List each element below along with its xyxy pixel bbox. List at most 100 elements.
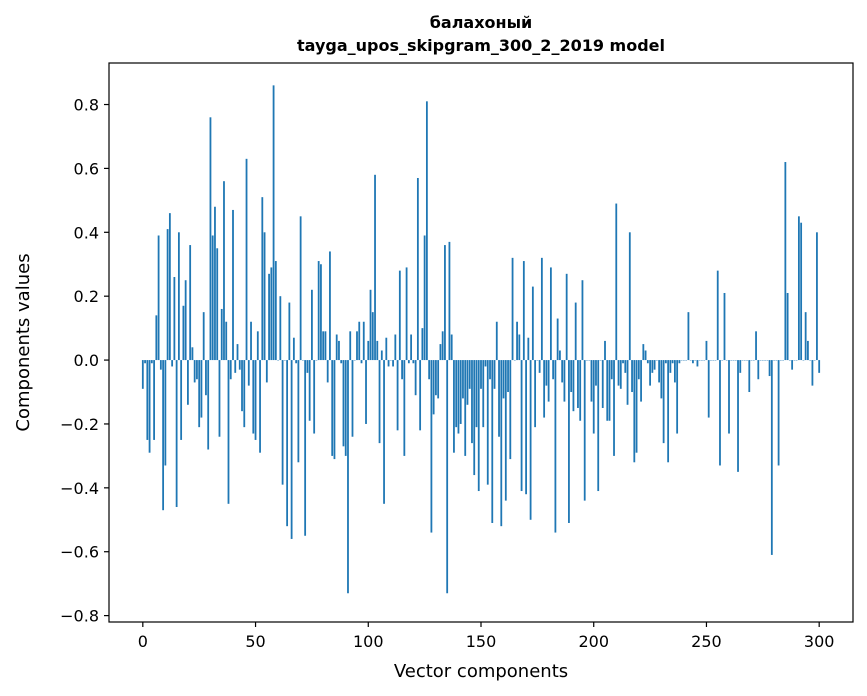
bar-196 — [583, 360, 586, 501]
bar-173 — [531, 286, 534, 361]
bar-81 — [324, 331, 327, 361]
bar-96 — [358, 321, 361, 361]
bar-264 — [737, 360, 739, 472]
bar-140 — [457, 360, 460, 434]
bar-206 — [606, 360, 609, 421]
bar-224 — [646, 360, 649, 364]
bar-172 — [529, 360, 532, 520]
bar-2 — [146, 360, 149, 440]
bar-122 — [416, 177, 419, 361]
bar-216 — [628, 232, 631, 361]
bar-33 — [216, 248, 219, 361]
bar-147 — [473, 360, 476, 476]
bar-86 — [335, 334, 338, 361]
bar-182 — [552, 360, 555, 380]
bar-231 — [662, 360, 665, 444]
bar-4 — [150, 360, 153, 364]
bar-153 — [486, 360, 489, 485]
bar-151 — [482, 360, 485, 428]
bar-18 — [182, 305, 185, 361]
bar-26 — [200, 360, 203, 418]
plot-frame — [108, 62, 854, 623]
bar-255 — [716, 270, 719, 361]
bar-88 — [340, 360, 343, 364]
bar-221 — [640, 360, 642, 402]
bar-101 — [369, 289, 372, 361]
bar-67 — [292, 337, 295, 361]
bar-68 — [295, 360, 298, 364]
y-tick-label-0: −0.8 — [60, 607, 99, 626]
bar-209 — [613, 360, 615, 456]
chart-title: балахоный — [430, 13, 533, 32]
y-tick-label-5: 0.2 — [74, 287, 99, 306]
bar-269 — [748, 360, 751, 393]
bar-76 — [313, 360, 316, 434]
bar-66 — [290, 360, 293, 539]
bar-191 — [572, 360, 575, 412]
x-tick-label-3: 150 — [466, 632, 497, 651]
bar-103 — [374, 174, 376, 361]
bar-20 — [187, 360, 189, 405]
bar-82 — [326, 360, 329, 383]
bar-246 — [696, 360, 699, 367]
bar-180 — [547, 360, 550, 402]
bar-157 — [495, 321, 498, 361]
bar-189 — [568, 360, 570, 523]
y-tick-label-6: 0.4 — [74, 223, 99, 242]
bar-117 — [405, 267, 408, 361]
bar-23 — [193, 360, 196, 383]
bar-35 — [220, 308, 223, 361]
bar-25 — [198, 360, 201, 428]
bar-10 — [164, 360, 167, 466]
bar-3 — [148, 360, 151, 453]
bar-244 — [692, 360, 694, 364]
bar-299 — [816, 232, 818, 361]
bar-120 — [412, 360, 415, 364]
bar-97 — [360, 360, 363, 364]
bar-28 — [205, 360, 207, 396]
bar-201 — [595, 360, 597, 386]
bar-214 — [624, 360, 627, 373]
y-tick-label-2: −0.4 — [60, 479, 99, 498]
bar-44 — [241, 360, 243, 412]
bar-242 — [687, 312, 690, 361]
bar-118 — [407, 360, 410, 364]
bar-39 — [229, 360, 232, 380]
bar-32 — [214, 206, 216, 361]
bar-190 — [570, 360, 573, 393]
bar-166 — [516, 321, 518, 361]
bar-226 — [651, 360, 654, 373]
bar-78 — [317, 261, 320, 361]
bar-31 — [211, 235, 214, 361]
bar-129 — [432, 360, 435, 415]
bar-50 — [254, 360, 257, 440]
bar-131 — [437, 360, 440, 399]
bar-222 — [642, 344, 645, 361]
bar-141 — [459, 360, 462, 424]
bar-154 — [489, 360, 491, 380]
bar-49 — [252, 360, 255, 434]
bar-295 — [807, 340, 809, 361]
bar-219 — [635, 360, 638, 453]
y-tick-label-7: 0.6 — [74, 159, 99, 178]
bar-204 — [601, 360, 604, 408]
bar-5 — [153, 360, 155, 440]
bar-40 — [232, 209, 234, 361]
bar-210 — [615, 203, 618, 361]
x-tick-label-1: 50 — [245, 632, 265, 651]
bar-0 — [141, 360, 144, 389]
bar-134 — [444, 245, 446, 361]
bar-162 — [507, 360, 509, 393]
bar-194 — [579, 360, 582, 421]
bar-91 — [347, 360, 349, 594]
bar-265 — [739, 360, 742, 373]
x-tick-label-4: 200 — [578, 632, 609, 651]
y-axis-ticks: −0.8 −0.6 −0.4 −0.2 0.0 0.2 0.4 0.6 0.8 — [60, 96, 109, 626]
bar-285 — [784, 162, 787, 361]
bar-218 — [633, 360, 636, 463]
bar-230 — [660, 360, 663, 399]
bar-106 — [380, 350, 383, 361]
bar-158 — [498, 360, 500, 437]
bar-83 — [329, 251, 331, 361]
bar-238 — [678, 360, 681, 364]
